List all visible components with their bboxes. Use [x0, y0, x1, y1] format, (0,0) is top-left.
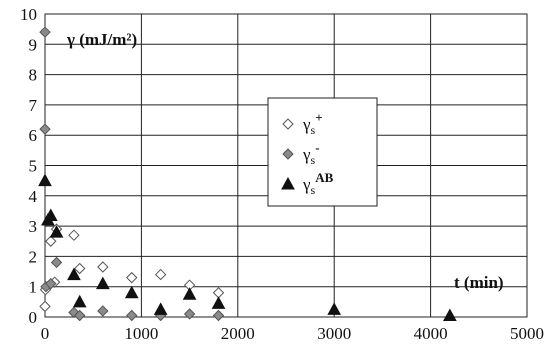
y-tick-label: 0 — [29, 308, 38, 327]
data-point-gamma-minus — [97, 305, 109, 317]
y-tick-label: 6 — [29, 126, 38, 145]
data-point-gamma-plus — [45, 235, 57, 247]
data-point-gamma-plus — [68, 229, 80, 241]
plot-area-border — [44, 13, 528, 318]
data-point-gamma-ab — [49, 225, 64, 238]
x-axis-ticks: 0 1000 2000 3000 4000 5000 — [41, 324, 544, 343]
legend-label-subscript: s — [311, 183, 316, 197]
x-tick-label: 3000 — [317, 324, 351, 343]
x-axis-label: t (min) — [454, 273, 504, 292]
legend-label-superscript: + — [315, 110, 322, 125]
legend-label-superscript: AB — [315, 170, 333, 185]
data-point-gamma-ab — [72, 294, 87, 308]
data-point-gamma-minus — [126, 309, 138, 322]
y-tick-label: 8 — [29, 66, 38, 85]
data-point-gamma-ab — [124, 285, 139, 299]
data-point-gamma-minus — [73, 309, 86, 322]
y-tick-label: 2 — [29, 247, 38, 266]
data-point-gamma-minus — [39, 123, 51, 135]
x-tick-label: 5000 — [510, 324, 544, 343]
data-point-gamma-minus — [183, 308, 196, 320]
y-tick-label: 5 — [29, 157, 38, 176]
y-tick-label: 9 — [29, 35, 38, 54]
data-point-gamma-ab — [182, 287, 197, 300]
y-tick-label: 7 — [29, 96, 38, 115]
y-tick-label: 1 — [29, 278, 38, 297]
x-tick-label: 4000 — [414, 324, 448, 343]
y-tick-label: 10 — [20, 5, 37, 24]
y-axis-label: γ (mJ/m²) — [66, 30, 137, 49]
legend-label-superscript: - — [315, 140, 319, 155]
data-point-gamma-plus — [154, 268, 167, 281]
legend-marker-gamma-ab — [281, 176, 295, 190]
legend-label-base: γ — [302, 145, 311, 164]
legend-marker-gamma-minus — [282, 148, 294, 160]
data-point-gamma-plus — [126, 271, 138, 284]
y-tick-label: 3 — [29, 217, 38, 236]
x-tick-label: 2000 — [221, 324, 255, 343]
data-point-gamma-ab — [38, 173, 52, 187]
data-point-gamma-minus — [212, 309, 225, 322]
legend-label-base: γ — [302, 175, 311, 194]
data-point-gamma-plus — [39, 300, 51, 313]
data-point-gamma-ab — [443, 308, 457, 321]
data-point-gamma-plus — [97, 261, 109, 273]
data-point-gamma-minus — [39, 26, 51, 38]
data-point-gamma-ab — [211, 296, 226, 309]
legend-label-gamma-plus: γs+ — [302, 110, 323, 137]
data-point-gamma-minus — [45, 277, 57, 290]
legend-label-base: γ — [302, 115, 311, 134]
legend-marker-gamma-plus — [282, 118, 294, 130]
x-tick-label: 0 — [41, 324, 50, 343]
y-axis-ticks: 0 1 2 3 4 5 6 7 8 9 10 — [20, 5, 38, 327]
data-point-gamma-ab — [327, 302, 342, 315]
data-point-gamma-ab — [95, 276, 110, 290]
legend-label-subscript: s — [311, 123, 316, 137]
x-tick-label: 1000 — [124, 324, 158, 343]
data-point-gamma-ab — [153, 302, 168, 315]
data-point-gamma-minus — [50, 256, 63, 269]
legend-label-gamma-ab: γsAB — [302, 170, 334, 197]
data-point-gamma-ab — [43, 208, 58, 221]
legend-label-gamma-minus: γs- — [302, 140, 320, 167]
data-points — [38, 26, 457, 322]
data-point-gamma-plus — [212, 287, 225, 299]
legend-label-subscript: s — [311, 153, 316, 167]
data-point-gamma-plus — [73, 262, 86, 275]
y-tick-label: 4 — [29, 187, 38, 206]
data-point-gamma-ab — [67, 267, 81, 281]
legend: γs+γs-γsAB — [267, 97, 378, 207]
